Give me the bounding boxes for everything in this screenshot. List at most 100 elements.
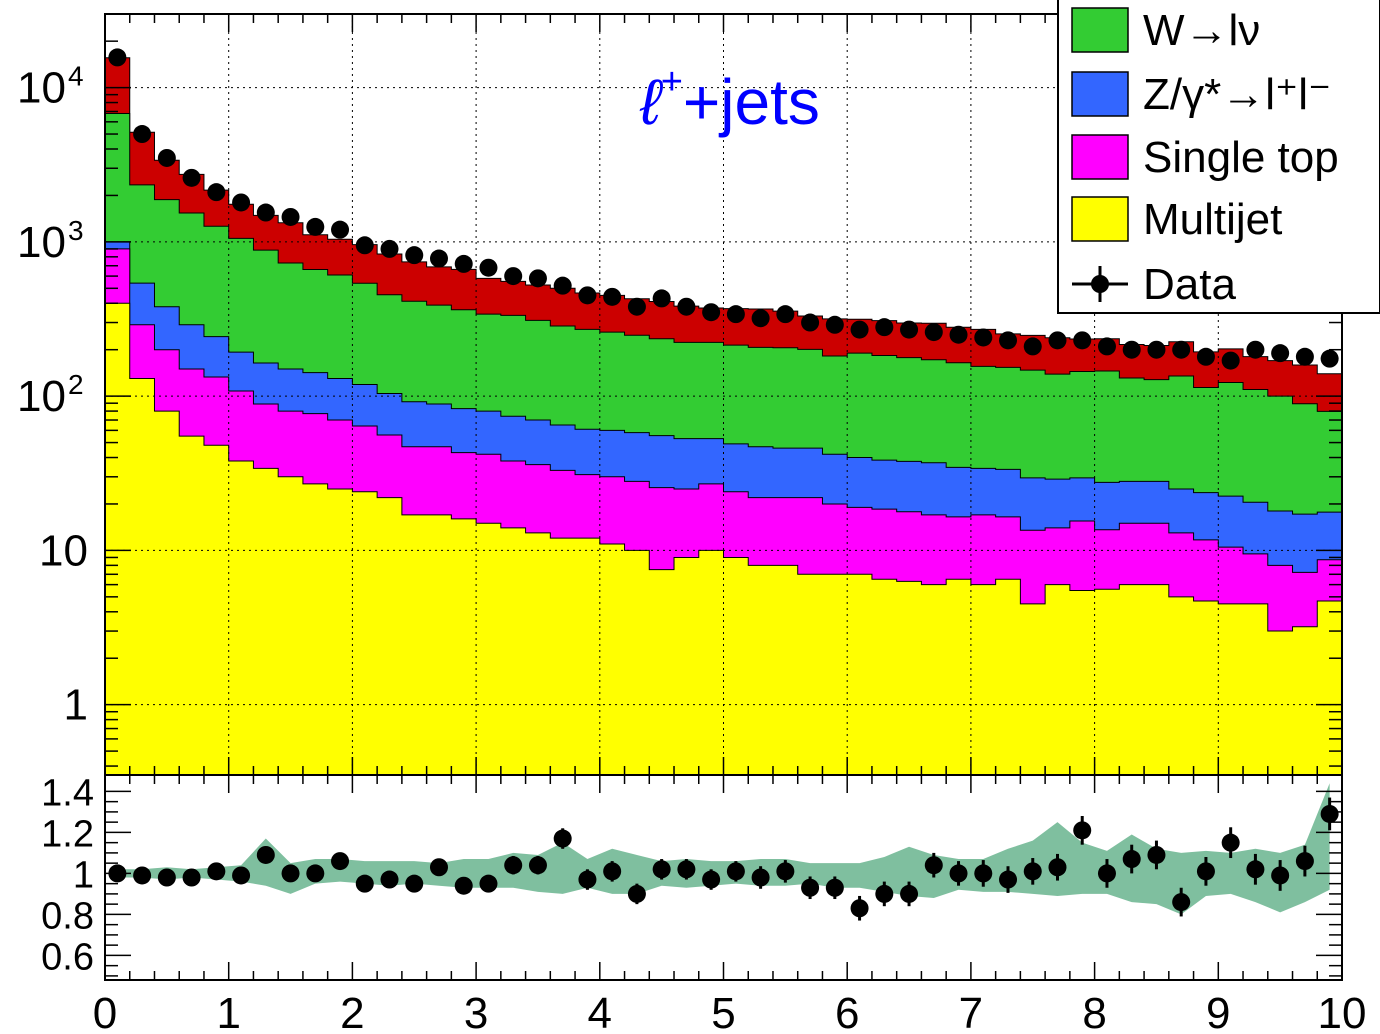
data-point bbox=[1048, 331, 1067, 350]
data-point bbox=[1073, 331, 1092, 350]
x-tick-label: 8 bbox=[1082, 989, 1106, 1034]
ratio-point bbox=[553, 829, 572, 848]
y-tick-label-exponent: 3 bbox=[68, 215, 84, 246]
data-point bbox=[405, 246, 424, 265]
ratio-y-tick-label: 0.8 bbox=[41, 895, 94, 937]
ratio-point bbox=[726, 862, 745, 881]
ratio-y-tick-label: 1.2 bbox=[41, 813, 94, 855]
y-tick-label: 10 bbox=[17, 372, 66, 421]
main-data-points bbox=[108, 48, 1339, 370]
ratio-axes: 0.60.811.21.40 1 2 3 4 5 6 7 8 9 10 bbox=[41, 772, 1366, 1034]
data-point bbox=[1246, 340, 1265, 359]
data-point bbox=[1122, 340, 1141, 359]
legend: W→lν Z/γ*→l⁺l⁻ Single top Multijet Data bbox=[1057, 0, 1380, 314]
data-point bbox=[924, 323, 943, 342]
data-point bbox=[157, 148, 176, 167]
data-point bbox=[182, 168, 201, 187]
ratio-point bbox=[702, 870, 721, 889]
ratio-point bbox=[306, 864, 325, 883]
ratio-point bbox=[133, 866, 152, 885]
ratio-point bbox=[281, 864, 300, 883]
data-point bbox=[875, 318, 894, 337]
x-tick-label: 6 bbox=[835, 989, 859, 1034]
x-tick-label: 0 bbox=[93, 989, 117, 1034]
data-point bbox=[133, 125, 152, 144]
ratio-point bbox=[1172, 893, 1191, 912]
data-point bbox=[380, 239, 399, 258]
data-point bbox=[825, 315, 844, 334]
legend-label-single-top: Single top bbox=[1143, 133, 1339, 182]
data-point bbox=[578, 286, 597, 305]
data-point bbox=[702, 303, 721, 322]
data-point bbox=[1023, 337, 1042, 356]
ratio-point bbox=[1295, 852, 1314, 871]
x-tick-label: 4 bbox=[588, 989, 612, 1034]
ratio-y-tick-label: 1.4 bbox=[41, 772, 94, 814]
ratio-point bbox=[1196, 862, 1215, 881]
x-tick-label: 10 bbox=[1318, 989, 1367, 1034]
ratio-point bbox=[677, 860, 696, 879]
x-tick-label: 3 bbox=[464, 989, 488, 1034]
ratio-point bbox=[751, 868, 770, 887]
ratio-point bbox=[850, 899, 869, 918]
data-point bbox=[850, 320, 869, 339]
data-point bbox=[1196, 347, 1215, 366]
ratio-point bbox=[578, 870, 597, 889]
data-point bbox=[454, 254, 473, 273]
ratio-point bbox=[627, 884, 646, 903]
ratio-point bbox=[1271, 866, 1290, 885]
ratio-point bbox=[875, 884, 894, 903]
ratio-point bbox=[429, 858, 448, 877]
data-point bbox=[429, 249, 448, 268]
legend-swatch-w bbox=[1071, 7, 1129, 53]
ratio-point bbox=[776, 862, 795, 881]
y-tick-label-exponent: 4 bbox=[68, 61, 84, 92]
ratio-point bbox=[825, 878, 844, 897]
data-point bbox=[999, 331, 1018, 350]
data-point bbox=[207, 183, 226, 202]
data-point bbox=[1295, 347, 1314, 366]
data-point bbox=[900, 320, 919, 339]
ratio-point bbox=[652, 860, 671, 879]
channel-annotation: ℓ++jets bbox=[639, 61, 820, 138]
data-point bbox=[1172, 340, 1191, 359]
channel-annotation-base: ℓ bbox=[639, 66, 663, 138]
y-tick-label: 10 bbox=[17, 64, 66, 113]
data-point bbox=[331, 220, 350, 239]
ratio-y-tick-label: 1 bbox=[73, 854, 94, 896]
data-point bbox=[281, 207, 300, 226]
legend-swatch-multijet bbox=[1071, 196, 1129, 242]
y-tick-label: 1 bbox=[64, 681, 88, 730]
data-point bbox=[603, 287, 622, 306]
data-point bbox=[1221, 351, 1240, 370]
ratio-point bbox=[1023, 862, 1042, 881]
ratio-point bbox=[331, 852, 350, 871]
legend-label-z: Z/γ*→l⁺l⁻ bbox=[1143, 70, 1331, 119]
ratio-point bbox=[999, 870, 1018, 889]
ratio-point bbox=[380, 870, 399, 889]
ratio-point bbox=[1221, 833, 1240, 852]
data-point bbox=[232, 193, 251, 212]
ratio-point bbox=[528, 856, 547, 875]
ratio-point bbox=[1147, 845, 1166, 864]
channel-annotation-rest: +jets bbox=[683, 66, 820, 138]
data-point bbox=[974, 328, 993, 347]
legend-label-multijet: Multijet bbox=[1143, 195, 1282, 244]
x-tick-label: 2 bbox=[340, 989, 364, 1034]
ratio-point bbox=[454, 876, 473, 895]
legend-swatch-z bbox=[1071, 71, 1129, 117]
ratio-point bbox=[1320, 804, 1339, 823]
x-tick-label: 1 bbox=[216, 989, 240, 1034]
data-point bbox=[108, 48, 127, 67]
data-point bbox=[1097, 337, 1116, 356]
data-point bbox=[479, 258, 498, 277]
data-point bbox=[726, 305, 745, 324]
ratio-point bbox=[1048, 858, 1067, 877]
data-point bbox=[256, 203, 275, 222]
data-point bbox=[306, 217, 325, 236]
data-point bbox=[1271, 344, 1290, 363]
data-point bbox=[528, 269, 547, 288]
data-point bbox=[776, 305, 795, 324]
ratio-y-tick-label: 0.6 bbox=[41, 936, 94, 978]
